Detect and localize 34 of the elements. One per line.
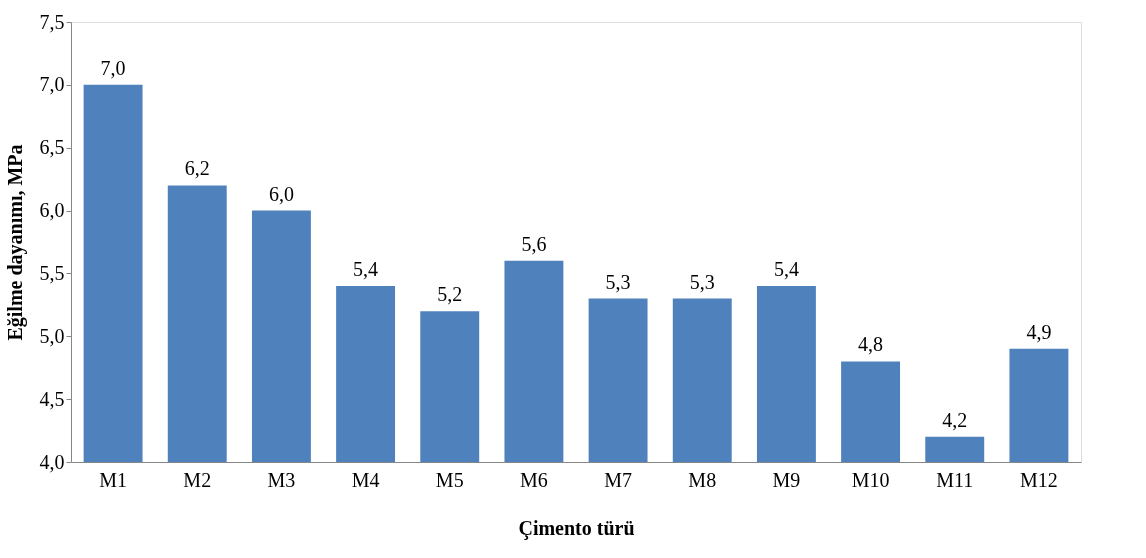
x-tick-label: M7 bbox=[604, 468, 632, 491]
x-tick-label: M5 bbox=[435, 468, 464, 491]
x-tick-label: M12 bbox=[1020, 468, 1058, 491]
y-tick-label: 4,5 bbox=[39, 387, 65, 410]
x-tick-label: M2 bbox=[183, 468, 212, 491]
x-tick-label: M1 bbox=[99, 468, 127, 491]
y-tick-label: 6,0 bbox=[39, 199, 65, 222]
x-tick-label: M6 bbox=[520, 468, 548, 491]
x-axis-title: Çimento türü bbox=[518, 516, 635, 540]
data-label: 4,9 bbox=[1026, 320, 1052, 343]
data-label: 6,0 bbox=[268, 182, 294, 205]
data-label: 5,2 bbox=[437, 283, 463, 306]
data-label: 4,8 bbox=[858, 333, 884, 356]
y-axis-title: Eğilme dayanımı, MPa bbox=[3, 144, 27, 341]
data-label: 5,3 bbox=[605, 270, 631, 293]
x-tick-label: M8 bbox=[688, 468, 717, 491]
data-label: 6,2 bbox=[184, 157, 210, 180]
x-tick-label: M9 bbox=[772, 468, 801, 491]
y-tick-label: 4,0 bbox=[39, 450, 65, 473]
y-tick-label: 5,0 bbox=[39, 324, 65, 347]
y-tick-label: 7,0 bbox=[39, 73, 65, 96]
data-label: 5,4 bbox=[773, 258, 799, 280]
y-tick-label: 6,5 bbox=[39, 136, 65, 159]
x-tick-label: M11 bbox=[936, 468, 974, 491]
x-tick-label: M10 bbox=[851, 468, 890, 491]
x-tick-label: M3 bbox=[267, 468, 296, 491]
data-label: 7,0 bbox=[100, 56, 126, 79]
data-label: 5,6 bbox=[521, 232, 547, 255]
data-label: 4,2 bbox=[942, 408, 968, 431]
y-tick-label: 5,5 bbox=[39, 261, 65, 284]
x-tick-label: M4 bbox=[351, 468, 380, 491]
data-label: 5,3 bbox=[689, 270, 715, 293]
y-tick-label: 7,5 bbox=[39, 10, 65, 33]
data-label: 5,4 bbox=[353, 258, 379, 280]
